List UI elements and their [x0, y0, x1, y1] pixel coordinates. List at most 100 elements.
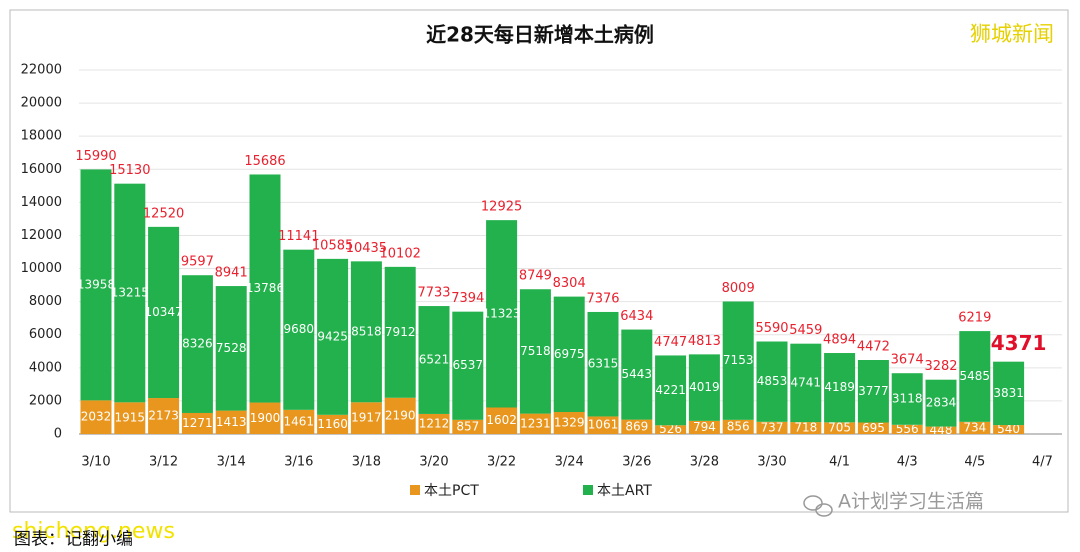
bar-segment	[148, 226, 180, 399]
x-tick-label: 4/5	[964, 455, 985, 470]
bar-segment	[993, 361, 1025, 426]
bar-value-label: 3777	[858, 384, 889, 398]
total-label: 10435	[346, 241, 387, 256]
bar-segment	[655, 425, 687, 434]
y-tick-label: 14000	[21, 195, 62, 210]
bar-value-label: 1900	[250, 411, 281, 425]
bar-segment	[688, 354, 720, 421]
x-tick-label: 3/18	[352, 455, 381, 470]
bar-value-label: 6975	[554, 347, 585, 361]
total-label: 8941	[215, 266, 248, 281]
bar-value-label: 13958	[77, 277, 115, 291]
bar-segment	[621, 419, 653, 434]
bar-value-label: 1915	[115, 411, 146, 425]
total-label: 10102	[380, 246, 421, 261]
bar-value-label: 1160	[317, 417, 348, 431]
bar-segment	[486, 220, 518, 408]
bar-value-label: 695	[862, 421, 885, 435]
bar-segment	[553, 412, 585, 434]
bar-segment	[722, 301, 754, 420]
bar-segment	[452, 311, 484, 420]
bar-value-label: 856	[727, 419, 750, 433]
bar-value-label: 4019	[689, 380, 720, 394]
bar-segment	[621, 329, 653, 420]
y-tick-label: 8000	[29, 294, 62, 309]
bar-segment	[519, 413, 551, 434]
bar-value-label: 5485	[960, 369, 991, 383]
bar-value-label: 526	[659, 422, 682, 436]
x-tick-label: 3/16	[284, 455, 313, 470]
bar-segment	[959, 421, 991, 434]
bar-value-label: 3118	[892, 392, 923, 406]
bar-segment	[688, 420, 720, 434]
bar-segment	[925, 426, 957, 434]
bar-value-label: 1461	[284, 414, 315, 428]
bar-segment	[790, 422, 822, 434]
x-tick-label: 3/24	[555, 455, 584, 470]
legend-label: 本土PCT	[424, 483, 479, 499]
legend-label: 本土ART	[597, 483, 652, 499]
total-label: 9597	[181, 255, 214, 270]
total-label: 8749	[519, 269, 552, 284]
total-label: 8304	[553, 276, 586, 291]
legend-swatch	[410, 485, 420, 495]
bar-segment	[587, 416, 619, 434]
bar-segment	[790, 343, 822, 423]
bar-value-label: 1271	[182, 416, 213, 430]
bar-value-label: 13786	[246, 281, 284, 295]
bar-segment	[249, 402, 281, 434]
bar-value-label: 1212	[419, 416, 450, 430]
bar-segment	[384, 266, 416, 398]
bar-value-label: 2834	[926, 396, 957, 410]
total-label: 6434	[620, 309, 653, 324]
bar-segment	[283, 409, 315, 434]
total-label: 11141	[278, 229, 319, 244]
bar-value-label: 2190	[385, 408, 416, 422]
credit: 图表：记翻小编	[14, 530, 133, 550]
y-tick-label: 0	[54, 427, 62, 442]
bar-segment	[486, 407, 518, 434]
total-label: 4894	[823, 333, 856, 348]
y-tick-label: 16000	[21, 162, 62, 177]
x-tick-label: 4/3	[897, 455, 918, 470]
y-tick-label: 6000	[29, 327, 62, 342]
bar-value-label: 6315	[588, 357, 619, 371]
bar-value-label: 4853	[757, 374, 788, 388]
bar-value-label: 4741	[791, 375, 822, 389]
bar-value-label: 540	[997, 422, 1020, 436]
bar-segment	[215, 410, 247, 434]
total-label: 12925	[481, 200, 522, 215]
total-label: 15990	[75, 149, 116, 164]
x-tick-label: 3/12	[149, 455, 178, 470]
bar-segment	[215, 286, 247, 411]
bar-segment	[317, 258, 349, 415]
total-label: 4371	[991, 331, 1047, 355]
total-label: 4747	[654, 335, 687, 350]
bar-segment	[452, 419, 484, 434]
bar-value-label: 1061	[588, 418, 619, 432]
y-tick-label: 18000	[21, 129, 62, 144]
total-label: 7376	[586, 291, 619, 306]
site-watermark: shicheng.news	[12, 519, 175, 544]
bar-segment	[519, 289, 551, 414]
bar-value-label: 7912	[385, 325, 416, 339]
bar-value-label: 1413	[216, 415, 247, 429]
bar-value-label: 8326	[182, 337, 213, 351]
bar-segment	[80, 169, 112, 401]
total-label: 8009	[722, 281, 755, 296]
y-tick-label: 22000	[21, 63, 62, 78]
total-label: 7733	[417, 286, 450, 301]
x-tick-label: 3/22	[487, 455, 516, 470]
bar-segment	[148, 398, 180, 434]
bar-segment	[114, 402, 146, 434]
bar-value-label: 13215	[111, 285, 149, 299]
bar-value-label: 8518	[351, 324, 382, 338]
x-tick-label: 3/14	[217, 455, 246, 470]
x-tick-label: 3/28	[690, 455, 719, 470]
bar-value-label: 705	[828, 421, 851, 435]
chart-title: 近28天每日新增本土病例	[426, 23, 654, 47]
bar-segment	[824, 353, 856, 423]
bar-segment	[181, 275, 213, 413]
x-tick-label: 3/10	[81, 455, 110, 470]
bar-segment	[587, 311, 619, 417]
